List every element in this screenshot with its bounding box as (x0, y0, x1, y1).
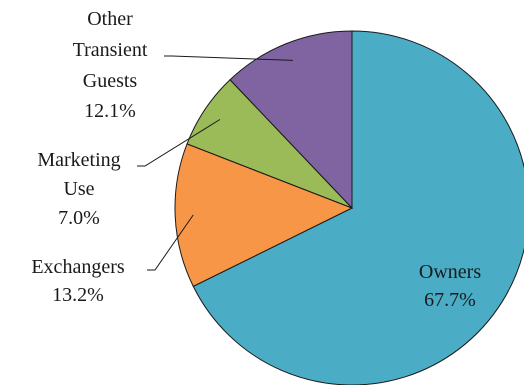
pie-slice-other-transient-guests (229, 30, 353, 210)
slice-label-marketing-line1: Marketing (37, 149, 120, 171)
slice-value-exchangers: 13.2% (52, 284, 104, 306)
slice-label-owners: Owners (419, 261, 481, 283)
leader-line-marketing (137, 119, 221, 167)
leader-lines (137, 55, 294, 271)
slice-label-other-line3: Guests (83, 70, 138, 92)
slice-label-other-line2: Transient (73, 39, 148, 61)
slice-label-marketing-line2: Use (63, 178, 94, 200)
leader-line-exchangers (147, 214, 194, 271)
slice-value-other: 12.1% (84, 100, 136, 122)
slice-value-owners: 67.7% (424, 289, 476, 311)
pie-slice-exchangers (174, 143, 354, 288)
leader-line-other (164, 55, 294, 61)
slice-label-other-line1: Other (87, 8, 133, 30)
slice-label-exchangers: Exchangers (31, 256, 125, 278)
pie-slice-owners (192, 30, 524, 385)
slice-value-marketing: 7.0% (58, 207, 100, 229)
pie-slices (174, 30, 524, 385)
